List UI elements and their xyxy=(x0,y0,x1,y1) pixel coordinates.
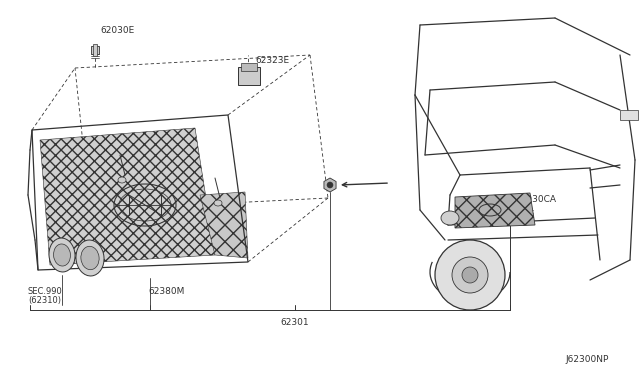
Bar xyxy=(241,63,257,71)
Text: SEC.990: SEC.990 xyxy=(28,287,63,296)
Text: J62300NP: J62300NP xyxy=(565,355,609,364)
Text: 62380M: 62380M xyxy=(148,287,184,296)
Circle shape xyxy=(462,267,478,283)
Bar xyxy=(238,67,260,85)
Bar xyxy=(620,110,638,120)
Ellipse shape xyxy=(49,238,75,272)
Text: 62300E: 62300E xyxy=(500,210,534,219)
Bar xyxy=(93,44,97,56)
Ellipse shape xyxy=(81,246,99,270)
Ellipse shape xyxy=(118,177,126,183)
Text: 62030E: 62030E xyxy=(100,26,134,35)
Polygon shape xyxy=(40,128,215,265)
Ellipse shape xyxy=(441,211,459,225)
Ellipse shape xyxy=(76,240,104,276)
Text: 62323E: 62323E xyxy=(255,56,289,65)
Bar xyxy=(91,46,99,54)
Polygon shape xyxy=(200,192,248,258)
Circle shape xyxy=(452,257,488,293)
Circle shape xyxy=(327,182,333,188)
Ellipse shape xyxy=(54,244,70,266)
Circle shape xyxy=(435,240,505,310)
Polygon shape xyxy=(455,193,535,228)
Text: 62030CA: 62030CA xyxy=(515,195,556,204)
Text: 62301: 62301 xyxy=(281,318,309,327)
Text: (62310): (62310) xyxy=(28,296,61,305)
Ellipse shape xyxy=(214,200,222,206)
